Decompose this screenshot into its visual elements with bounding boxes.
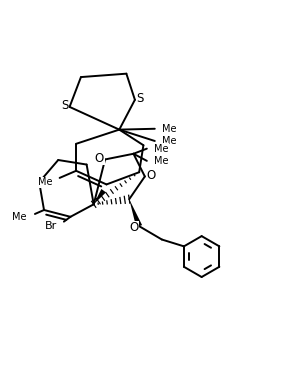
Text: Br: Br bbox=[45, 221, 57, 231]
Polygon shape bbox=[129, 199, 142, 227]
Polygon shape bbox=[94, 189, 106, 204]
Text: Me: Me bbox=[154, 156, 168, 166]
Text: Me: Me bbox=[154, 144, 168, 154]
Text: O: O bbox=[130, 221, 139, 234]
Text: O: O bbox=[95, 152, 104, 165]
Text: S: S bbox=[136, 92, 144, 105]
Text: O: O bbox=[147, 169, 156, 182]
Text: Me: Me bbox=[162, 136, 176, 146]
Text: Me: Me bbox=[38, 177, 53, 187]
Text: Me: Me bbox=[12, 212, 27, 222]
Text: S: S bbox=[61, 99, 68, 112]
Text: Me: Me bbox=[162, 124, 176, 134]
